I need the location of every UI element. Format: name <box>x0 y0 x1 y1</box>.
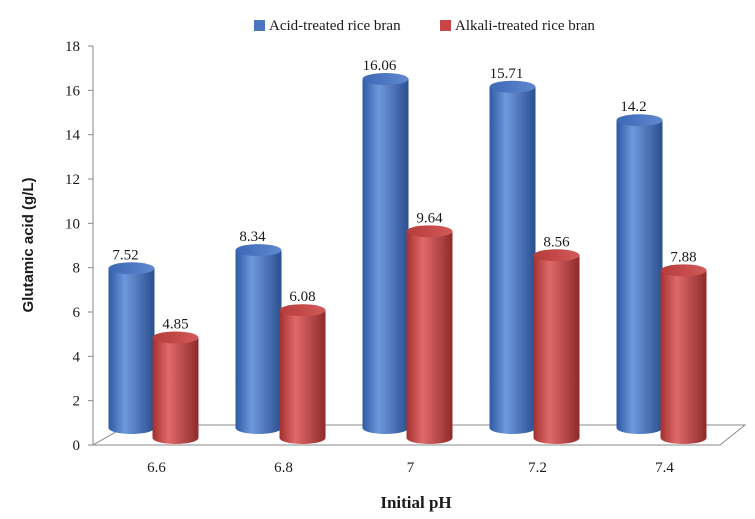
data-labels: 7.52 4.85 8.34 6.08 16.06 9.64 15.71 8.56 14.2 7.… <box>112 58 696 332</box>
legend-label-alkali: Alkali-treated rice bran <box>455 18 595 34</box>
data-label: 15.71 <box>490 66 524 82</box>
bar <box>362 73 409 435</box>
legend-swatch-alkali <box>440 20 451 31</box>
bar <box>406 225 453 444</box>
legend-label-acid: Acid-treated rice bran <box>269 18 401 34</box>
bar <box>616 114 663 434</box>
bar-top <box>489 80 536 93</box>
y-tick-label: 18 <box>65 39 80 55</box>
bar-body <box>533 255 580 444</box>
data-label: 7.88 <box>670 249 696 265</box>
data-label: 14.2 <box>620 99 646 115</box>
bar <box>152 331 199 444</box>
bar-body <box>406 231 453 444</box>
bar <box>489 80 536 435</box>
bar <box>660 264 707 444</box>
y-tick-label: 6 <box>73 305 81 321</box>
legend-swatch-acid <box>254 20 265 31</box>
y-axis-ticks: 0 2 4 6 8 10 12 14 16 18 <box>65 39 93 454</box>
bar-top <box>660 264 707 277</box>
y-tick-label: 16 <box>65 83 81 99</box>
y-tick-label: 14 <box>65 128 81 144</box>
bar-body <box>616 120 663 434</box>
y-tick-label: 8 <box>73 261 81 277</box>
bar-top <box>235 244 282 257</box>
bar <box>533 249 580 444</box>
x-tick-label: 7 <box>407 460 415 476</box>
data-label: 16.06 <box>363 58 397 74</box>
bar-body <box>108 268 155 434</box>
bar-top <box>616 114 663 127</box>
data-label: 4.85 <box>162 316 188 332</box>
x-tick-label: 7.2 <box>528 460 547 476</box>
y-axis-label: Glutamic acid (g/L) <box>20 177 37 312</box>
data-label: 7.52 <box>112 247 138 263</box>
legend: Acid-treated rice bran Alkali-treated ri… <box>254 18 595 34</box>
data-label: 8.56 <box>543 234 570 250</box>
y-tick-label: 4 <box>73 349 81 365</box>
bar-top <box>406 225 453 238</box>
bar <box>108 262 155 434</box>
bar-top <box>533 249 580 262</box>
bar <box>235 244 282 434</box>
y-tick-label: 10 <box>65 216 80 232</box>
bar-top <box>362 73 409 86</box>
bars <box>108 73 707 444</box>
bar-top <box>279 304 326 317</box>
data-label: 6.08 <box>289 289 315 305</box>
bar-body <box>489 86 536 435</box>
bar-body <box>279 310 326 444</box>
x-axis-ticks: 6.6 6.8 7 7.2 7.4 <box>147 460 674 476</box>
bar-top <box>152 331 199 344</box>
bar-top <box>108 262 155 275</box>
y-tick-label: 0 <box>73 438 81 454</box>
x-tick-label: 6.8 <box>274 460 293 476</box>
bar-body <box>235 250 282 434</box>
bar-body <box>660 270 707 444</box>
bar-body <box>362 79 409 435</box>
bar <box>279 304 326 444</box>
x-axis-label: Initial pH <box>380 493 451 512</box>
data-label: 8.34 <box>239 229 266 245</box>
bar-body <box>152 337 199 444</box>
y-tick-label: 12 <box>65 172 80 188</box>
x-tick-label: 7.4 <box>655 460 674 476</box>
y-tick-label: 2 <box>73 394 81 410</box>
x-tick-label: 6.6 <box>147 460 166 476</box>
data-label: 9.64 <box>416 210 443 226</box>
